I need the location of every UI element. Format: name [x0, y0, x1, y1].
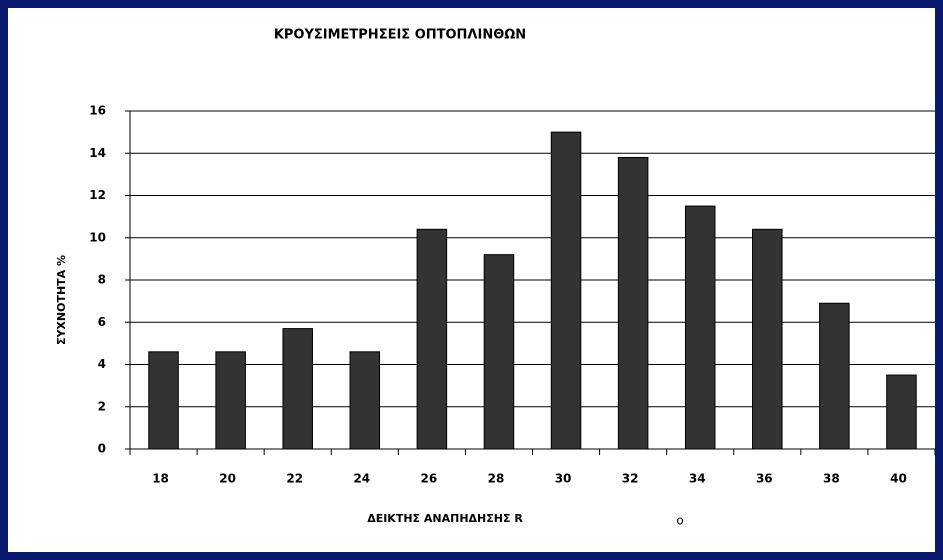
bar — [416, 228, 448, 450]
x-tick-label: 34 — [689, 472, 706, 486]
x-tick-label: 28 — [488, 472, 505, 486]
y-axis-label: ΣΥΧΝΟΤΗΤΑ % — [55, 255, 68, 345]
y-tick-label: 6 — [98, 315, 106, 329]
bar — [483, 254, 515, 450]
bar — [349, 351, 381, 450]
x-tick-label: 22 — [286, 472, 303, 486]
y-tick-label: 4 — [98, 357, 106, 371]
bar — [684, 205, 716, 450]
x-tick-label: 20 — [219, 472, 236, 486]
x-tick-label: 24 — [353, 472, 370, 486]
bar — [282, 328, 313, 450]
x-axis-label-note: o — [676, 514, 683, 528]
x-tick-label: 18 — [152, 472, 169, 486]
x-tick-label: 26 — [421, 472, 438, 486]
x-tick-label: 30 — [555, 472, 572, 486]
bar — [819, 302, 850, 450]
y-tick-label: 14 — [89, 146, 106, 160]
x-tick-label: 32 — [622, 472, 639, 486]
y-tick-label: 16 — [89, 104, 106, 118]
bar — [148, 351, 179, 450]
y-tick-label: 12 — [89, 188, 106, 202]
bar — [550, 131, 582, 450]
x-tick-label: 38 — [823, 472, 840, 486]
x-tick-label: 36 — [756, 472, 773, 486]
y-tick-label: 8 — [98, 273, 106, 287]
bar — [215, 351, 246, 450]
y-tick-label: 2 — [98, 399, 106, 413]
y-tick-label: 0 — [98, 442, 106, 456]
bar — [752, 228, 783, 450]
bar — [617, 156, 649, 450]
bar — [886, 374, 917, 450]
chart-title: ΚΡΟΥΣΙΜΕΤΡΗΣΕΙΣ ΟΠΤΟΠΛΙΝΘΩΝ — [274, 28, 526, 43]
x-tick-label: 40 — [890, 472, 907, 486]
x-axis-label: ΔΕΙΚΤΗΣ ΑΝΑΠΗΔΗΣΗΣ R — [367, 512, 523, 525]
y-tick-label: 10 — [89, 230, 106, 244]
